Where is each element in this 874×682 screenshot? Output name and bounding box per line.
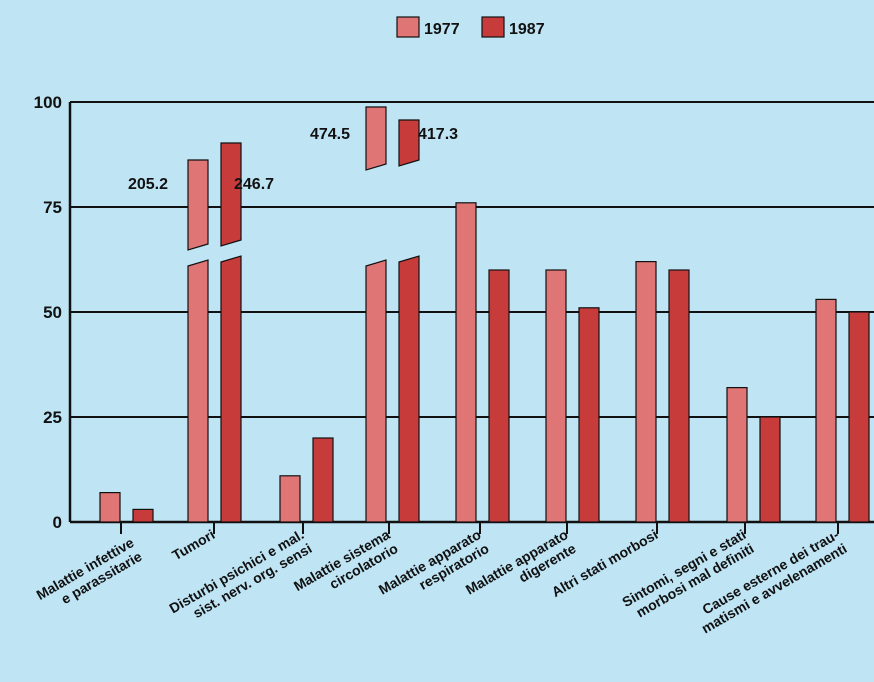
- bar-1977-3-lower: [365, 259, 387, 523]
- bar-1977-1-lower: [187, 259, 209, 523]
- bar-1977-5: [545, 269, 567, 523]
- ytick-label-50: 50: [43, 303, 62, 322]
- value-label-3: 417.3: [418, 126, 458, 143]
- ytick-label-75: 75: [43, 198, 62, 217]
- bar-1977-8: [815, 298, 837, 523]
- bar-1987-3-lower: [398, 255, 420, 523]
- bar-1987-3-upper: [398, 119, 420, 167]
- bar-1977-3-upper: [365, 106, 387, 171]
- bar-1987-0: [132, 508, 154, 523]
- ytick-label-25: 25: [43, 408, 62, 427]
- bar-1977-0: [99, 492, 121, 523]
- bar-1987-8: [848, 311, 870, 523]
- bar-1987-5: [578, 307, 600, 523]
- bar-1987-1-upper: [220, 142, 242, 247]
- bar-1977-6: [635, 261, 657, 523]
- value-label-2: 474.5: [310, 126, 350, 143]
- bar-1977-7: [726, 387, 748, 523]
- bar-1987-2: [312, 437, 334, 523]
- bar-1977-2: [279, 475, 301, 523]
- bar-1977-4: [455, 202, 477, 523]
- legend-swatch-1977: [396, 16, 420, 38]
- bar-1987-6: [668, 269, 690, 523]
- ytick-label-100: 100: [34, 93, 62, 112]
- value-label-1: 246.7: [234, 176, 274, 193]
- bar-1987-1-lower: [220, 255, 242, 523]
- ytick-label-0: 0: [53, 513, 62, 532]
- category-label-line: Tumori: [169, 526, 217, 563]
- category-label-1: Tumori: [169, 526, 217, 563]
- bar-1987-7: [759, 416, 781, 523]
- legend-label-1987: 1987: [509, 21, 545, 38]
- value-label-0: 205.2: [128, 176, 168, 193]
- legend-swatch-1987: [481, 16, 505, 38]
- bar-1977-1-upper: [187, 159, 209, 251]
- bar-1987-4: [488, 269, 510, 523]
- legend-label-1977: 1977: [424, 21, 460, 38]
